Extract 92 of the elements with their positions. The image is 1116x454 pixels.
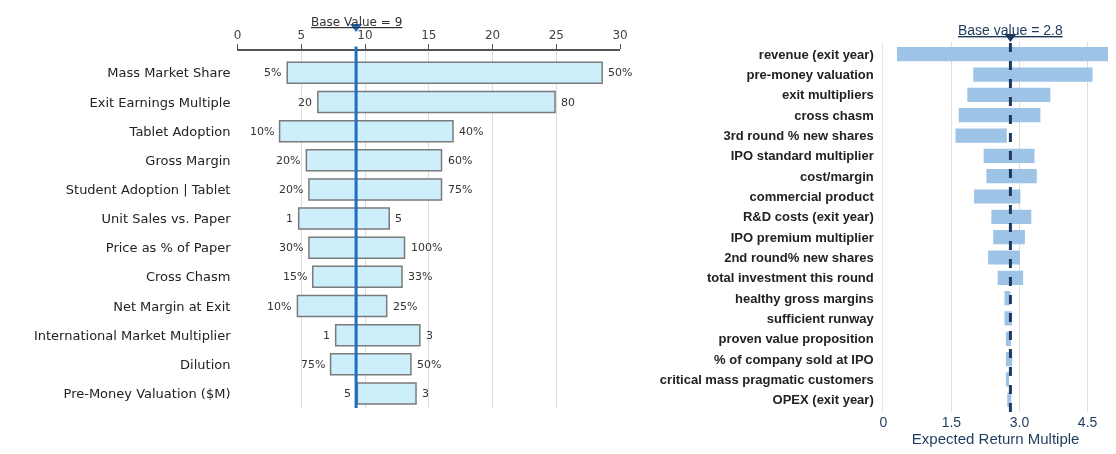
bar: [311, 265, 403, 289]
y-tick-label: OPEX (exit year): [772, 392, 874, 408]
y-tick-label: proven value proposition: [718, 331, 874, 347]
bar: [286, 61, 603, 85]
x-tick-label: 25: [548, 28, 564, 43]
y-tick-label: Gross Margin: [145, 152, 231, 168]
x-tick-label: 0: [233, 28, 242, 43]
x-tick-label: 5: [297, 28, 306, 43]
annotation: 20: [298, 96, 312, 109]
x-tick-label: 3.0: [1009, 414, 1030, 430]
y-tick-label: 2nd round% new shares: [724, 250, 874, 266]
y-tick-label: IPO premium multiplier: [730, 229, 874, 245]
bar: [958, 108, 1041, 123]
annotation: 40%: [459, 125, 484, 138]
bar: [967, 87, 1051, 102]
y-tick-label: Dilution: [180, 356, 231, 372]
bar: [988, 250, 1020, 265]
y-tick-label: total investment this round: [706, 270, 874, 286]
annotation: 1: [323, 329, 330, 342]
bar: [986, 169, 1037, 184]
y-tick-label: % of company sold at IPO: [714, 351, 874, 367]
annotation: 100%: [411, 241, 443, 254]
annotation: 15%: [283, 270, 308, 283]
annotation: 75%: [448, 183, 473, 196]
bar: [334, 323, 421, 347]
y-tick-label: Net Margin at Exit: [113, 298, 231, 314]
x-tick-label: 4.5: [1077, 414, 1098, 430]
bar: [1005, 372, 1010, 387]
y-tick-label: Price as % of Paper: [105, 240, 232, 256]
annotation: 3: [422, 387, 429, 400]
y-tick-label: Tablet Adoption: [128, 123, 231, 139]
bar: [997, 270, 1024, 285]
bar: [991, 209, 1032, 224]
bar: [296, 294, 388, 318]
annotation: 30%: [279, 241, 304, 254]
bar: [305, 149, 443, 172]
annotation: 50%: [417, 358, 442, 371]
bar: [308, 236, 406, 259]
x-axis-title: Expected Return Multiple: [911, 430, 1080, 447]
annotation: 5: [344, 387, 351, 400]
bar: [973, 67, 1093, 82]
y-tick-label: Cross Chasm: [146, 269, 231, 285]
x-tick-label: 1.5: [941, 414, 962, 430]
annotation: 50%: [608, 66, 633, 79]
bar: [974, 189, 1021, 204]
annotation: 5%: [264, 66, 282, 79]
annotation: 80: [561, 96, 575, 109]
x-tick-label: 10: [357, 28, 373, 43]
y-tick-label: Exit Earnings Multiple: [89, 94, 231, 110]
y-tick-label: Unit Sales vs. Paper: [101, 211, 232, 227]
x-tick-label: 15: [421, 28, 437, 43]
y-tick-label: Pre-Money Valuation ($M): [63, 385, 231, 401]
y-tick-label: revenue (exit year): [758, 46, 874, 62]
y-tick-label: Student Adoption | Tablet: [65, 181, 231, 197]
y-tick-label: Mass Market Share: [107, 65, 231, 81]
annotation: 33%: [408, 270, 433, 283]
bar: [896, 47, 1108, 62]
y-tick-label: pre-money valuation: [746, 67, 874, 83]
y-tick-label: critical mass pragmatic customers: [659, 372, 874, 388]
annotation: 75%: [301, 358, 326, 371]
y-tick-label: cross chasm: [794, 107, 874, 123]
bar: [983, 148, 1035, 163]
annotation: 3: [426, 329, 433, 342]
annotation: 20%: [276, 154, 301, 167]
y-tick-label: IPO standard multiplier: [730, 148, 874, 164]
annotation: 60%: [448, 154, 473, 167]
y-tick-label: sufficient runway: [766, 311, 875, 327]
bar: [278, 119, 454, 143]
annotation: 10%: [250, 125, 275, 138]
annotation: 5: [395, 212, 402, 225]
annotation: 20%: [279, 183, 304, 196]
bar: [329, 353, 412, 376]
y-tick-label: healthy gross margins: [735, 290, 874, 306]
y-tick-label: cost/margin: [800, 168, 874, 184]
annotation: 10%: [267, 300, 292, 313]
bar: [317, 90, 556, 114]
y-tick-label: commercial product: [749, 189, 875, 205]
y-tick-label: 3rd round % new shares: [723, 128, 874, 144]
annotation: 1: [286, 212, 293, 225]
annotation: 25%: [393, 300, 418, 313]
bar: [297, 207, 390, 230]
x-tick-label: 0: [879, 414, 888, 430]
x-tick-label: 20: [484, 28, 501, 43]
y-tick-label: R&D costs (exit year): [742, 209, 874, 225]
x-tick-label: 30: [612, 28, 628, 43]
y-tick-label: exit multipliers: [781, 87, 874, 103]
ref-line-label: Base Value = 9: [311, 15, 403, 29]
bar: [308, 178, 443, 201]
y-tick-label: International Market Multiplier: [33, 327, 232, 343]
bar: [955, 128, 1007, 143]
bar: [993, 230, 1025, 245]
bar: [356, 382, 417, 405]
